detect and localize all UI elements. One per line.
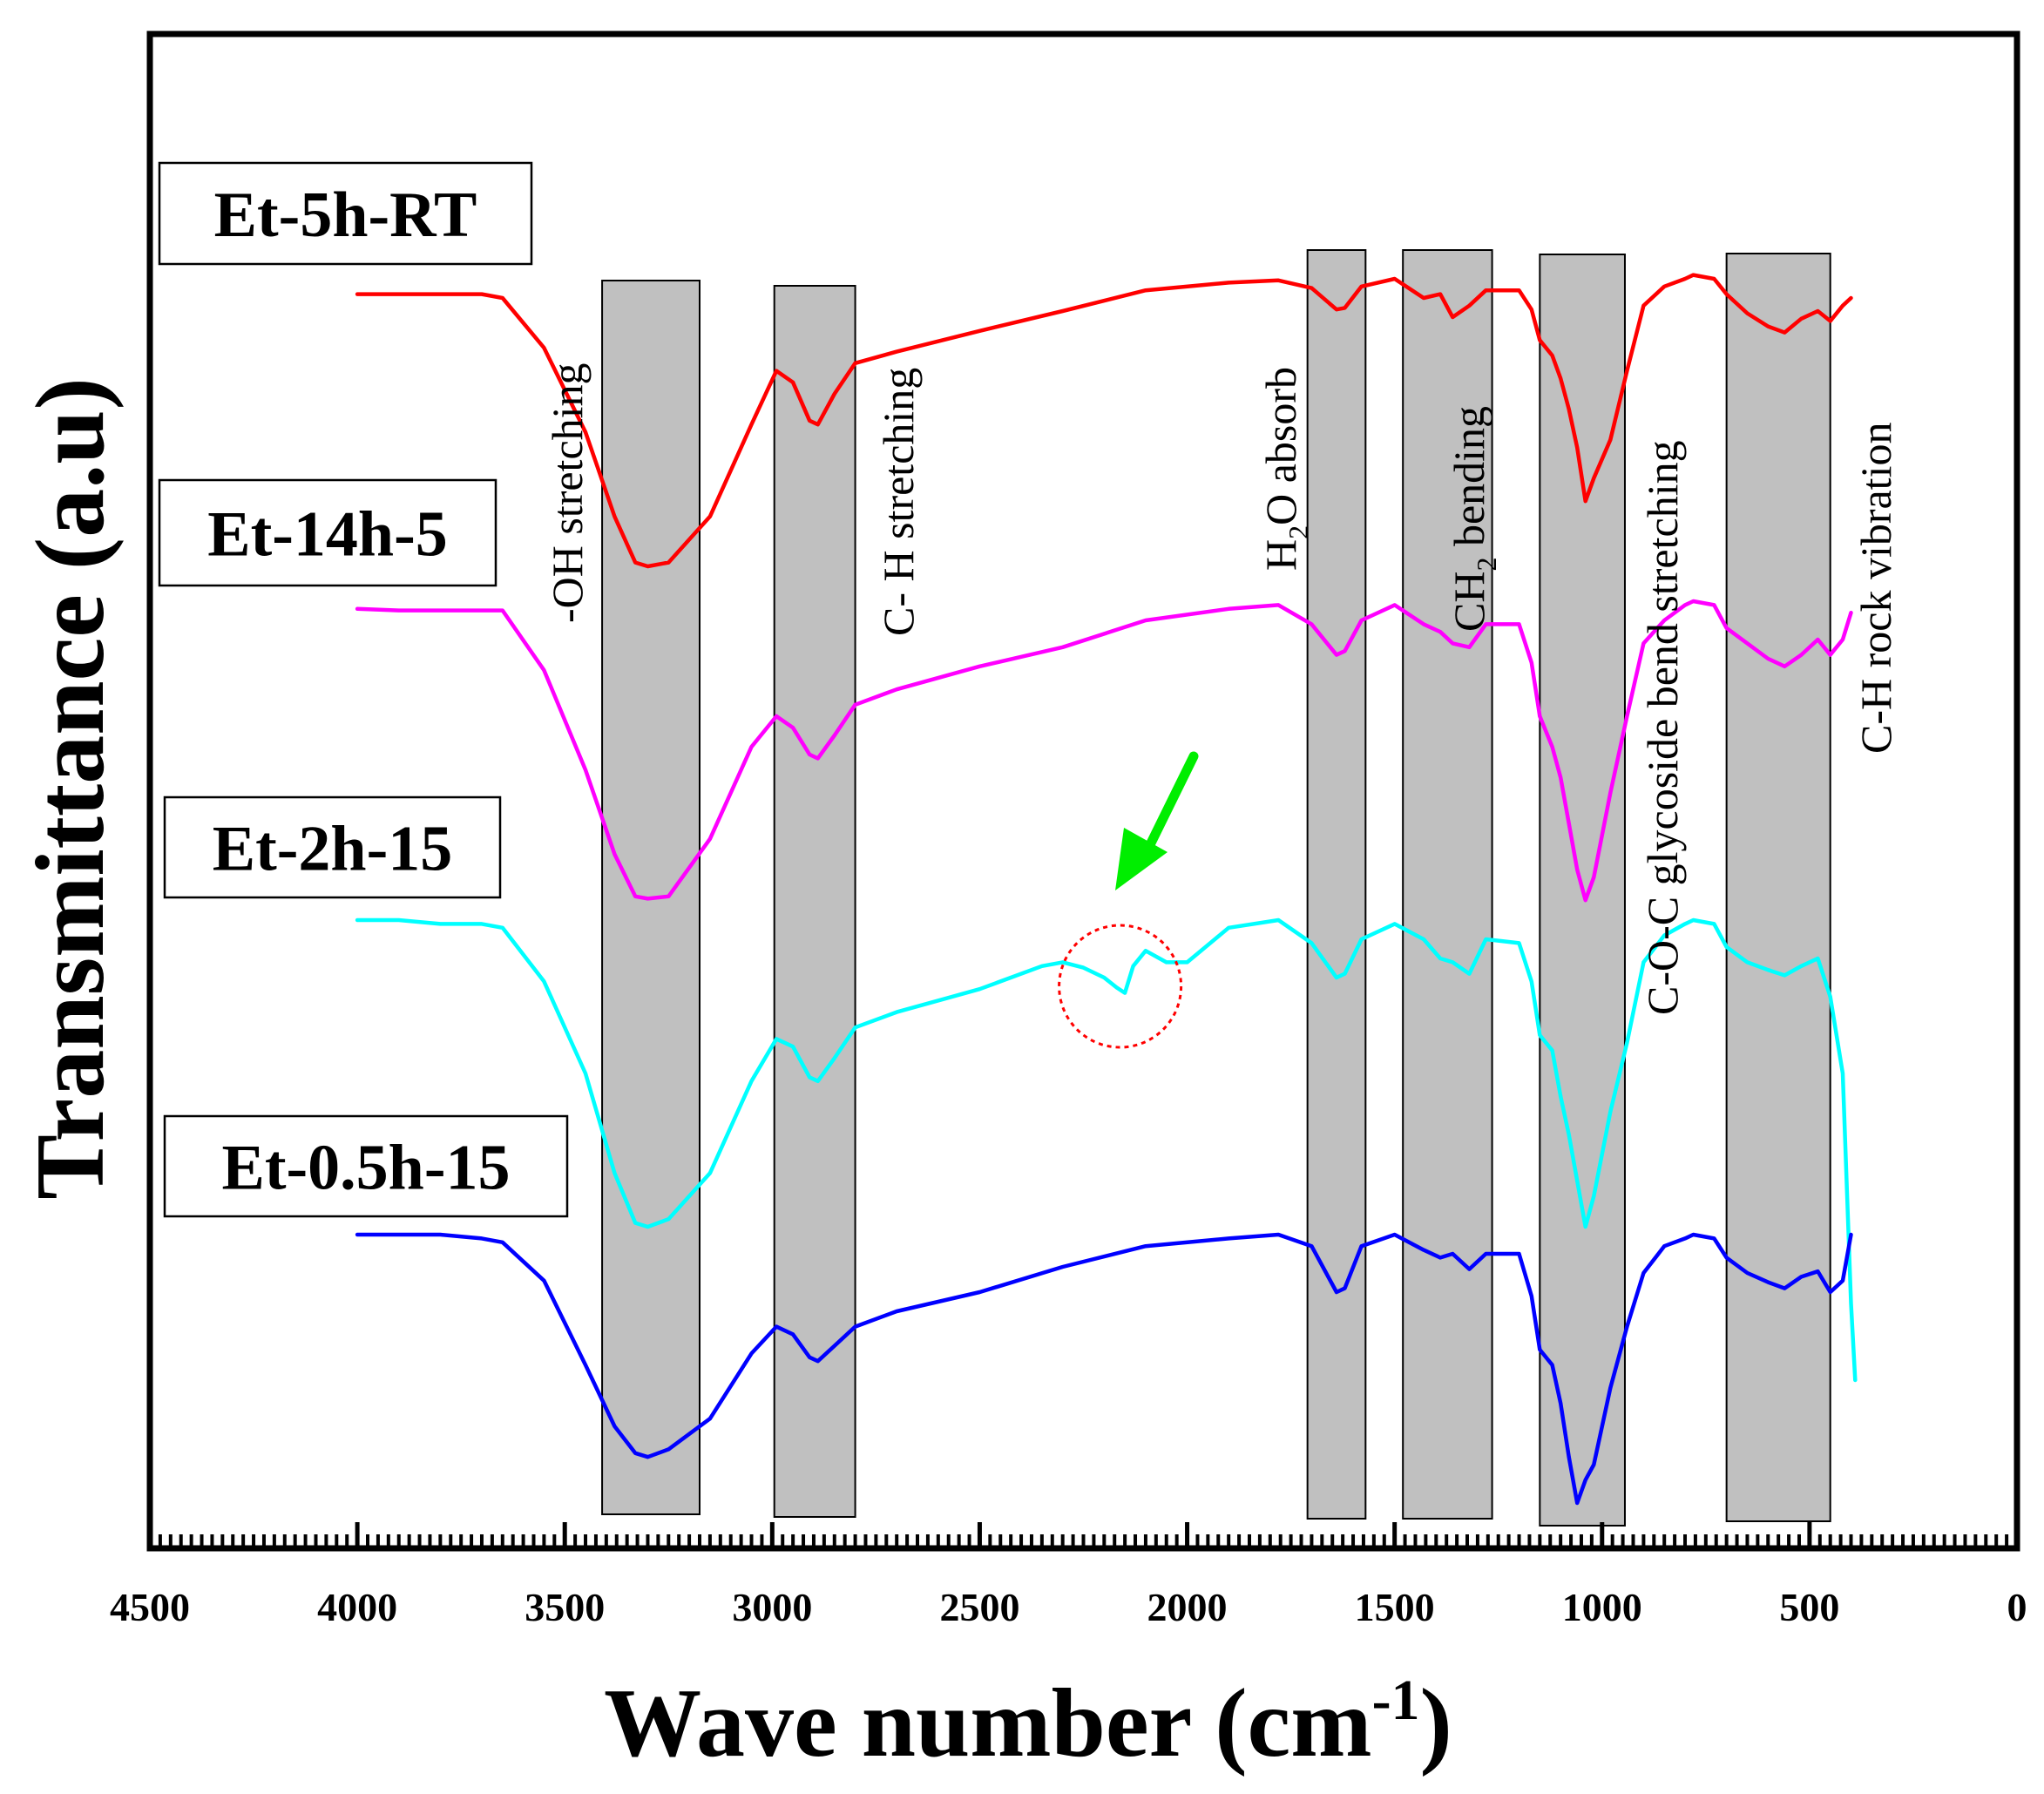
band-4 <box>1402 249 1493 1520</box>
band-labels-layer: -OH stretching C- H stretching H2O absorbC… <box>543 362 1900 1015</box>
annotation-layer <box>1058 751 1199 1049</box>
x-tick-label: 2000 <box>1147 1585 1228 1629</box>
band-label-subscript: 2 <box>1283 525 1314 539</box>
series-line-3 <box>355 917 1858 1383</box>
x-tick-label: 3500 <box>525 1585 605 1629</box>
band-layer <box>601 249 1831 1527</box>
band-6 <box>1725 253 1831 1522</box>
band-label-main: CH <box>1445 572 1493 632</box>
legend-label-3: Et-2h-15 <box>213 814 452 885</box>
band-label-2: C- H stretching <box>874 368 923 636</box>
x-tick-label: 2500 <box>939 1585 1019 1629</box>
legend-box-2 <box>158 478 497 587</box>
x-tick-label: 4500 <box>110 1585 190 1629</box>
legend-box-4 <box>163 1114 569 1218</box>
x-tick-label: 500 <box>1779 1585 1839 1629</box>
series-line-4 <box>355 1232 1853 1506</box>
band-2 <box>773 285 856 1518</box>
legend-box-1 <box>158 161 533 266</box>
ticks-layer: 4500 4000 3500 3000 2500 2000 1500 1000 500 0 <box>110 1522 2027 1629</box>
band-label-subscript: 2 <box>1471 558 1502 572</box>
band-label-5: C-O-C glycoside bend stretching <box>1638 440 1687 1015</box>
x-tick-label: 0 <box>2007 1585 2027 1629</box>
x-tick-label: 1000 <box>1562 1585 1642 1629</box>
series-line-2 <box>355 599 1853 903</box>
annotation-circle <box>1058 924 1183 1049</box>
series-layer <box>355 273 1858 1506</box>
legend-label-4: Et-0.5h-15 <box>222 1133 511 1204</box>
band-3 <box>1306 249 1367 1520</box>
band-label-4: CH2 bending <box>1445 406 1502 632</box>
annotation-arrow-head <box>1115 828 1168 890</box>
x-tick-label: 1500 <box>1355 1585 1435 1629</box>
x-axis-title-superscript: -1 <box>1372 1669 1420 1732</box>
x-tick-label: 4000 <box>317 1585 397 1629</box>
legend-label-1: Et-5h-RT <box>214 179 477 251</box>
x-axis-title-close: ) <box>1420 1669 1452 1777</box>
y-axis-title: Transmittance (a.u) <box>17 377 125 1200</box>
band-label-3: H2O absorb <box>1256 367 1314 571</box>
band-label-rest: bending <box>1445 406 1493 558</box>
legend-label-2: Et-14h-5 <box>207 499 447 571</box>
series-line-1 <box>355 273 1853 569</box>
band-label-6: C-H rock vibration <box>1851 423 1900 754</box>
x-tick-label: 3000 <box>732 1585 812 1629</box>
band-label-rest: O absorb <box>1256 367 1305 525</box>
x-axis-title: Wave number (cm-1) <box>604 1669 1452 1777</box>
band-label-1: -OH stretching <box>543 362 592 623</box>
band-label-main: H <box>1256 539 1305 571</box>
legend-box-3 <box>163 795 502 899</box>
legend-layer: Et-5h-RT Et-14h-5 Et-2h-15 Et-0.5h-15 <box>158 161 569 1218</box>
